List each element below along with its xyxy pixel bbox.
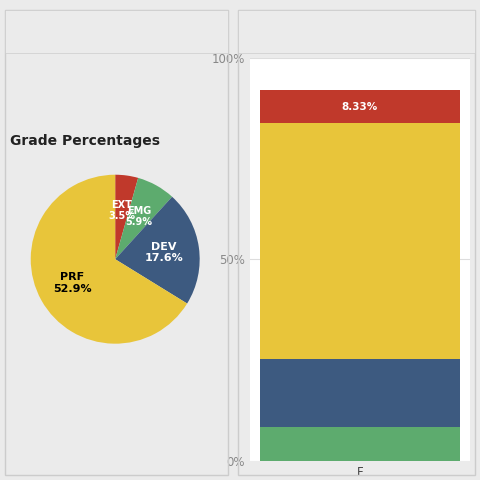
Text: PRF
52.9%: PRF 52.9%: [53, 272, 92, 294]
Wedge shape: [115, 178, 172, 259]
Wedge shape: [31, 175, 187, 344]
Bar: [260, 359, 460, 427]
Wedge shape: [115, 197, 200, 303]
Bar: [260, 90, 460, 123]
Text: EXT
3.5%: EXT 3.5%: [108, 200, 135, 221]
Bar: [260, 427, 460, 461]
Wedge shape: [115, 175, 138, 259]
Text: Grade Percentages: Grade Percentages: [10, 134, 159, 148]
Text: DEV
17.6%: DEV 17.6%: [144, 241, 183, 263]
Text: Grade Percentage Comp: Grade Percentage Comp: [250, 38, 440, 52]
Text: 8.33%: 8.33%: [342, 102, 378, 112]
Bar: [260, 123, 460, 359]
Text: EMG
5.9%: EMG 5.9%: [125, 205, 153, 227]
